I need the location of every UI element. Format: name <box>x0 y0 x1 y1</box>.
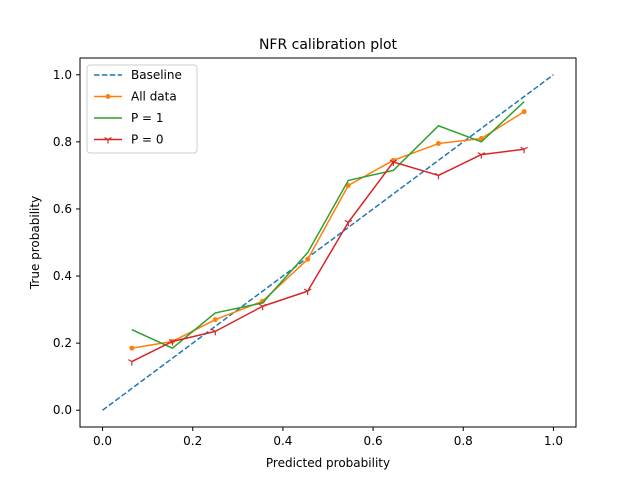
plot-area <box>102 74 554 411</box>
axis-ticks: 0.0 0.2 0.4 0.6 0.8 1.0 0.0 0.2 0.4 0.6 0.8 1.0 <box>53 68 563 448</box>
legend-marker-all-data <box>105 94 111 99</box>
data-point-p-0 <box>211 328 220 336</box>
data-point-all-data <box>435 141 441 147</box>
legend-label-p-1: P = 1 <box>131 111 164 125</box>
data-point-p-0 <box>434 172 443 180</box>
legend-label-baseline: Baseline <box>131 68 182 82</box>
data-point-p-0 <box>258 303 267 311</box>
data-point-p-0 <box>389 159 398 166</box>
y-tick-label: 0.6 <box>53 202 72 216</box>
x-axis-label: Predicted probability <box>266 456 390 470</box>
series-p-1 <box>131 101 525 349</box>
legend-label-all-data: All data <box>131 90 177 104</box>
data-point-p-0 <box>344 219 353 227</box>
y-tick-label: 0.4 <box>53 269 72 283</box>
data-point-all-data <box>521 109 527 115</box>
series-p-0 <box>128 146 528 366</box>
series-baseline <box>102 74 554 411</box>
x-tick-label: 0.8 <box>454 434 473 448</box>
axes-frame <box>79 57 577 428</box>
data-point-all-data <box>305 256 311 262</box>
y-axis-label: True probability <box>28 196 42 290</box>
y-tick-label: 0.2 <box>53 336 72 350</box>
x-tick-label: 0.0 <box>93 434 112 448</box>
data-point-p-0 <box>520 146 528 154</box>
legend-box <box>86 64 198 154</box>
data-point-all-data <box>129 345 135 351</box>
y-tick-label: 0.0 <box>53 403 72 417</box>
series-line-p-0 <box>131 148 525 363</box>
legend-marker-p-0 <box>104 136 112 144</box>
data-point-p-0 <box>128 359 136 366</box>
series-line-baseline <box>102 74 554 411</box>
x-tick-label: 0.4 <box>273 434 292 448</box>
y-tick-label: 1.0 <box>53 68 72 82</box>
x-tick-label: 0.2 <box>183 434 202 448</box>
legend: Baseline All data P = 1 P = 0 <box>86 64 198 154</box>
series-line-p-1 <box>131 101 525 349</box>
data-point-all-data <box>345 182 351 188</box>
chart-title: NFR calibration plot <box>259 37 398 53</box>
x-tick-label: 1.0 <box>544 434 563 448</box>
data-point-p-0 <box>477 152 486 159</box>
legend-label-p-0: P = 0 <box>131 133 164 147</box>
y-tick-label: 0.8 <box>53 135 72 149</box>
data-point-p-0 <box>168 338 177 346</box>
data-point-all-data <box>212 317 218 323</box>
x-tick-label: 0.6 <box>364 434 383 448</box>
data-point-p-0 <box>303 288 312 296</box>
